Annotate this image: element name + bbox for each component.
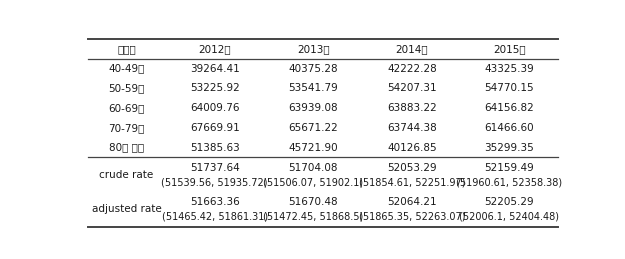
Text: crude rate: crude rate bbox=[99, 170, 154, 180]
Text: 54770.15: 54770.15 bbox=[484, 83, 534, 93]
Text: (51506.07, 51902.1): (51506.07, 51902.1) bbox=[263, 177, 363, 187]
Text: 51704.08: 51704.08 bbox=[289, 163, 338, 173]
Text: 70-79세: 70-79세 bbox=[108, 123, 145, 133]
Text: 42222.28: 42222.28 bbox=[387, 64, 437, 74]
Text: 연령대: 연령대 bbox=[118, 44, 136, 54]
Text: 52064.21: 52064.21 bbox=[388, 197, 437, 207]
Text: 63939.08: 63939.08 bbox=[289, 103, 338, 113]
Text: (51465.42, 51861.31): (51465.42, 51861.31) bbox=[162, 212, 268, 222]
Text: (51960.61, 52358.38): (51960.61, 52358.38) bbox=[456, 177, 562, 187]
Text: 51663.36: 51663.36 bbox=[190, 197, 239, 207]
Text: 50-59세: 50-59세 bbox=[108, 83, 145, 93]
Text: 35299.35: 35299.35 bbox=[484, 143, 534, 153]
Text: 52053.29: 52053.29 bbox=[388, 163, 437, 173]
Text: 39264.41: 39264.41 bbox=[190, 64, 239, 74]
Text: 51670.48: 51670.48 bbox=[289, 197, 338, 207]
Text: 2014년: 2014년 bbox=[396, 44, 428, 54]
Text: 2012년: 2012년 bbox=[198, 44, 231, 54]
Text: 63883.22: 63883.22 bbox=[387, 103, 437, 113]
Text: 52159.49: 52159.49 bbox=[484, 163, 534, 173]
Text: 40-49세: 40-49세 bbox=[108, 64, 145, 74]
Text: 60-69세: 60-69세 bbox=[108, 103, 145, 113]
Text: 67669.91: 67669.91 bbox=[190, 123, 239, 133]
Text: 64156.82: 64156.82 bbox=[484, 103, 534, 113]
Text: adjusted rate: adjusted rate bbox=[92, 204, 161, 214]
Text: 40126.85: 40126.85 bbox=[388, 143, 437, 153]
Text: 64009.76: 64009.76 bbox=[190, 103, 239, 113]
Text: 2015년: 2015년 bbox=[493, 44, 526, 54]
Text: 40375.28: 40375.28 bbox=[289, 64, 338, 74]
Text: (51539.56, 51935.72): (51539.56, 51935.72) bbox=[161, 177, 268, 187]
Text: 80세 이상: 80세 이상 bbox=[109, 143, 144, 153]
Text: 52205.29: 52205.29 bbox=[484, 197, 534, 207]
Text: 53541.79: 53541.79 bbox=[289, 83, 338, 93]
Text: 65671.22: 65671.22 bbox=[289, 123, 338, 133]
Text: 45721.90: 45721.90 bbox=[289, 143, 338, 153]
Text: 61466.60: 61466.60 bbox=[484, 123, 534, 133]
Text: (52006.1, 52404.48): (52006.1, 52404.48) bbox=[459, 212, 559, 222]
Text: (51865.35, 52263.07): (51865.35, 52263.07) bbox=[359, 212, 465, 222]
Text: 2013년: 2013년 bbox=[297, 44, 329, 54]
Text: (51472.45, 51868.5): (51472.45, 51868.5) bbox=[263, 212, 364, 222]
Text: 53225.92: 53225.92 bbox=[190, 83, 239, 93]
Text: 43325.39: 43325.39 bbox=[484, 64, 534, 74]
Text: 63744.38: 63744.38 bbox=[387, 123, 437, 133]
Text: 54207.31: 54207.31 bbox=[388, 83, 437, 93]
Text: 51385.63: 51385.63 bbox=[190, 143, 239, 153]
Text: 51737.64: 51737.64 bbox=[190, 163, 239, 173]
Text: (51854.61, 52251.97): (51854.61, 52251.97) bbox=[359, 177, 465, 187]
